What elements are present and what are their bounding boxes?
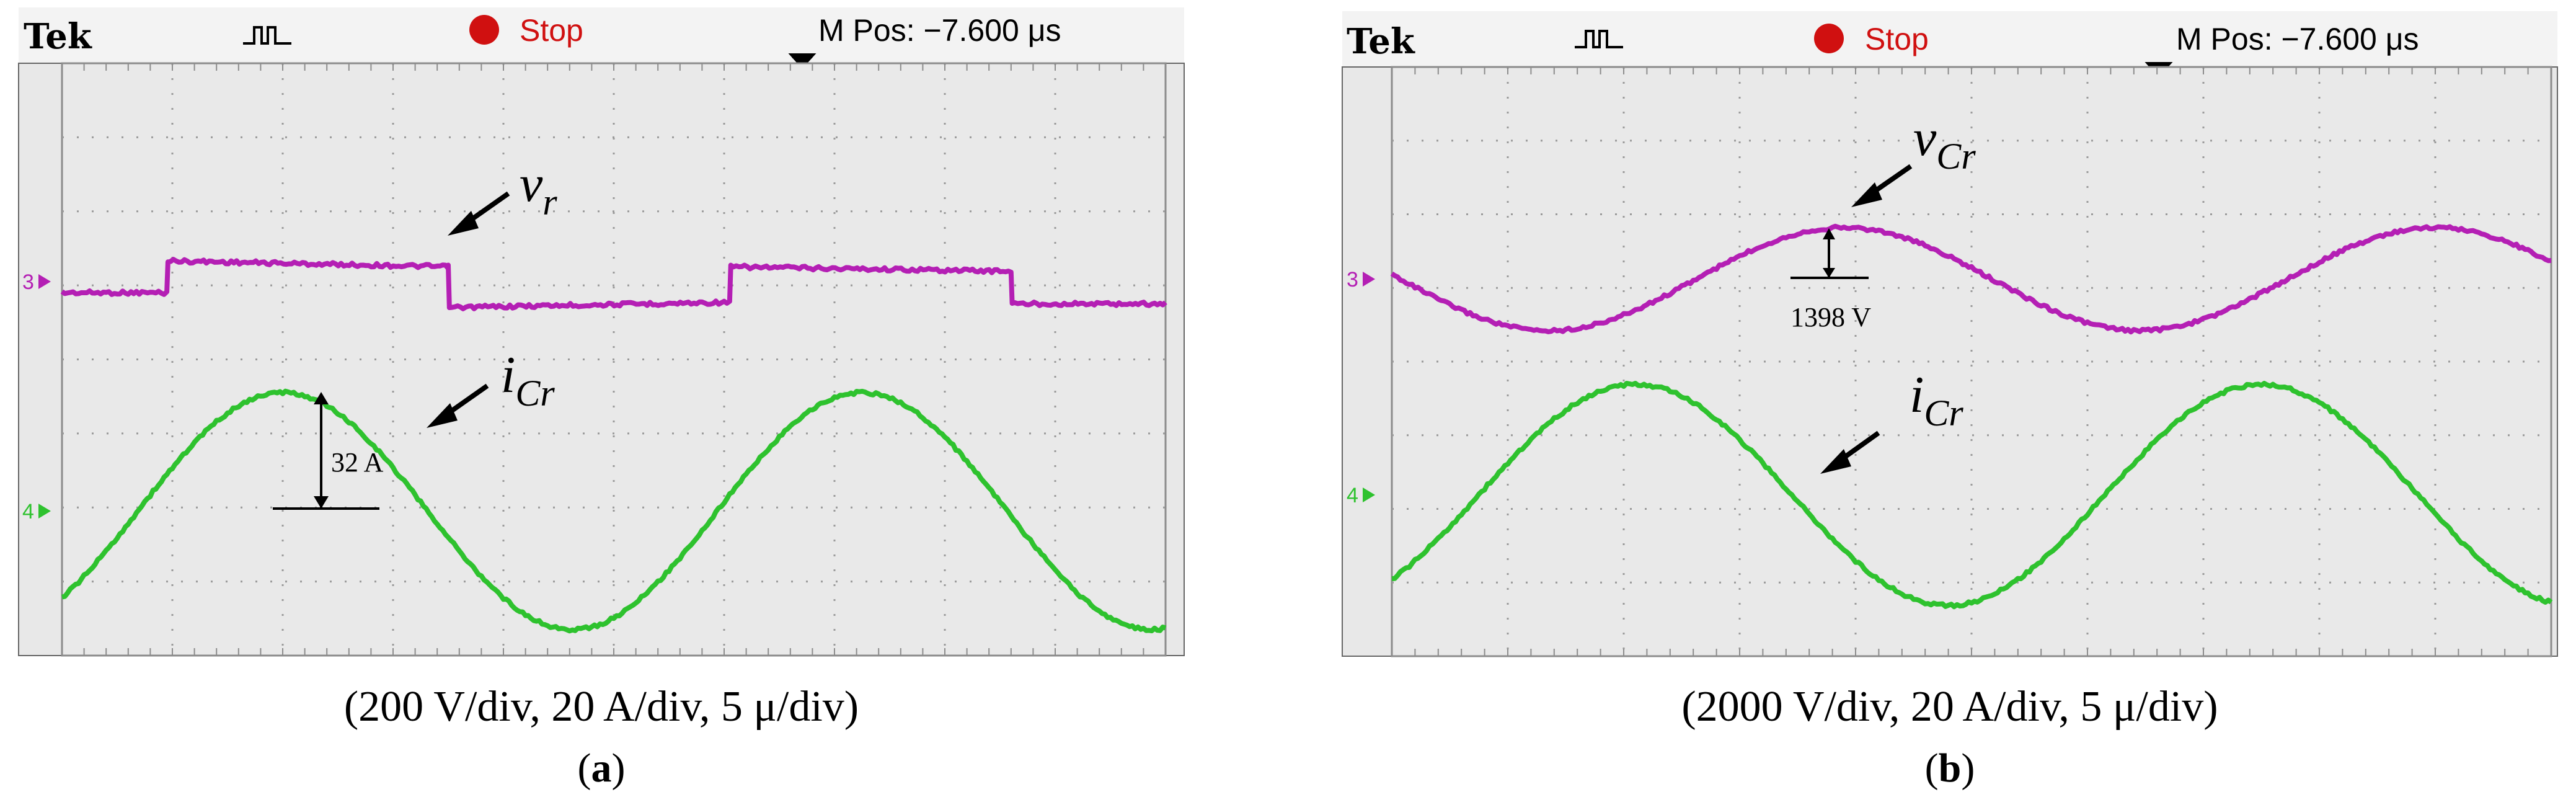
panel-a-ch3-marker-arrow — [38, 274, 51, 289]
panel-b-vcr-label: vCr — [1913, 109, 1976, 177]
panel-a-sublabel: (a) — [578, 745, 626, 791]
panel-a-measure-value: 32 A — [331, 447, 384, 478]
panel-a-measure-arrow-top — [314, 392, 329, 404]
panel-a-grid — [61, 63, 1166, 656]
trigger-pulse-icon — [1575, 30, 1623, 48]
panel-b-position-readout: M Pos: −7.600 μs — [2176, 22, 2419, 56]
trigger-pulse-icon — [243, 26, 291, 45]
panel-a-vr-arrowhead — [448, 211, 479, 236]
panel-b-brand: Tek — [1347, 21, 1415, 62]
panel-a-position-readout: M Pos: −7.600 μs — [818, 13, 1061, 48]
panel-a: Tek Stop M Pos: −7.600 μs 3 4 vr iCr 32 … — [18, 7, 1185, 791]
panel-b-vcr-arrowhead — [1851, 182, 1882, 207]
panel-b-measure-arrow-top — [1823, 228, 1835, 239]
panel-b-grid — [1391, 67, 2552, 656]
panel-b-icr-arrowhead — [1820, 449, 1851, 474]
panel-b-run-state: Stop — [1865, 22, 1929, 56]
panel-b-ch4-marker: 4 — [1347, 484, 1358, 507]
panel-b-ch4-marker-arrow — [1363, 487, 1375, 502]
panel-b-sublabel: (b) — [1925, 745, 1975, 791]
panel-a-ch3-marker: 3 — [22, 270, 34, 294]
panel-a-vr-trace — [60, 257, 1167, 311]
panel-a-run-state: Stop — [520, 13, 583, 48]
panel-b-vcr-trace — [1390, 223, 2552, 335]
panel-b: Tek Stop M Pos: −7.600 μs 3 4 vCr iCr 13… — [1342, 11, 2558, 791]
panel-a-measure-arrow-bottom — [314, 496, 329, 509]
panel-b-measure-value: 1398 V — [1790, 302, 1871, 332]
panel-a-ch4-marker-arrow — [38, 504, 51, 518]
panel-a-icr-arrowhead — [427, 403, 458, 428]
panel-a-vr-label: vr — [520, 155, 557, 223]
panel-a-icr-label: iCr — [501, 346, 555, 414]
panel-a-header-bar — [19, 7, 1184, 63]
panel-a-icr-trace — [61, 388, 1167, 634]
panel-b-ch3-marker-arrow — [1363, 272, 1375, 287]
panel-b-icr-trace — [1391, 381, 2553, 610]
panel-a-ch4-marker: 4 — [22, 500, 34, 523]
panel-a-caption: (200 V/div, 20 A/div, 5 μ/div) — [344, 683, 859, 731]
panel-b-measure-arrow-bottom — [1823, 268, 1835, 278]
panel-b-icr-label: iCr — [1910, 366, 1963, 434]
trigger-arrow-icon — [788, 53, 817, 69]
panel-b-plot-area — [1391, 66, 2552, 657]
panel-a-brand: Tek — [24, 16, 92, 57]
panel-b-ch3-marker: 3 — [1347, 268, 1358, 292]
stop-icon — [1814, 24, 1844, 53]
panel-b-header-bar — [1342, 11, 2557, 67]
panel-a-measure-line — [273, 394, 379, 510]
panel-b-caption: (2000 V/div, 20 A/div, 5 μ/div) — [1681, 683, 2218, 731]
stop-icon — [469, 15, 499, 45]
